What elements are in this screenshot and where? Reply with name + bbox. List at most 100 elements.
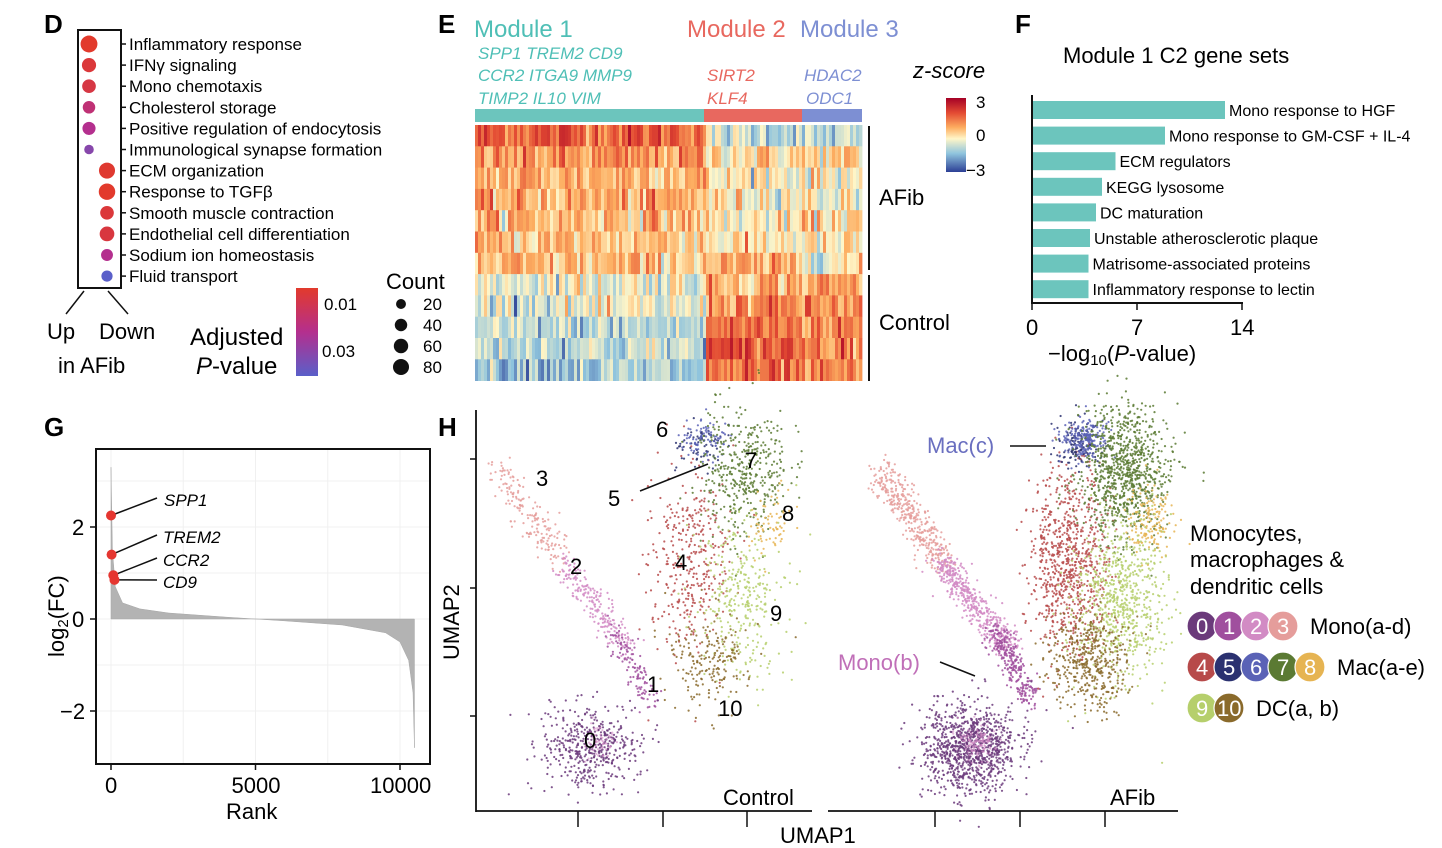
heatmap-cell <box>571 359 575 381</box>
umap-point <box>593 744 596 747</box>
heatmap-cell <box>691 210 695 232</box>
umap-point <box>621 653 625 656</box>
heatmap-cell <box>844 231 848 254</box>
umap-point <box>702 598 705 601</box>
heatmap-cell <box>670 252 674 275</box>
umap-point <box>526 532 529 535</box>
umap-point <box>620 793 624 796</box>
heatmap-cell <box>733 316 737 339</box>
umap-point <box>549 748 553 751</box>
heatmap-cell <box>784 338 788 360</box>
heatmap-cell <box>832 252 836 275</box>
heatmap-cell <box>727 167 731 190</box>
umap-point <box>727 578 730 581</box>
umap-point <box>576 774 580 777</box>
umap-point <box>694 552 697 555</box>
umap-point <box>726 659 730 662</box>
f-bar <box>1033 280 1089 299</box>
umap-point <box>575 735 578 738</box>
umap-point <box>569 577 572 581</box>
heatmap-cell <box>544 359 548 381</box>
umap-point <box>721 686 724 689</box>
umap-point <box>596 727 599 730</box>
umap-point <box>966 591 969 594</box>
heatmap-cell <box>607 146 611 168</box>
heatmap-cell <box>532 295 536 318</box>
umap-point <box>575 577 578 580</box>
umap-point <box>601 723 604 726</box>
umap-point <box>995 653 998 656</box>
umap-point <box>712 426 715 429</box>
heatmap-cell <box>763 188 767 211</box>
heatmap-cell <box>856 274 860 296</box>
heatmap-cell <box>820 188 824 211</box>
heatmap-cell <box>718 188 722 211</box>
umap-point <box>723 467 726 470</box>
umap-point <box>966 594 969 597</box>
umap-point <box>1013 643 1016 646</box>
umap-point <box>725 590 729 593</box>
heatmap-cell <box>763 316 767 339</box>
umap-point <box>543 520 547 523</box>
heatmap-cell <box>601 188 605 211</box>
umap-point <box>586 781 589 784</box>
heatmap-cell <box>616 274 620 296</box>
heatmap-cell <box>595 167 599 190</box>
umap-point <box>738 580 742 583</box>
umap-point <box>735 411 738 414</box>
umap-point <box>897 494 900 497</box>
heatmap-cell <box>817 295 821 318</box>
umap-point <box>693 449 696 453</box>
umap-point <box>601 742 605 746</box>
heatmap-cell <box>853 338 857 360</box>
umap-point <box>665 582 668 586</box>
umap-point <box>613 739 616 742</box>
umap-point <box>942 551 946 554</box>
umap-point <box>729 613 732 616</box>
umap-point <box>487 462 490 465</box>
heatmap-cell <box>673 125 677 147</box>
umap-point <box>611 609 614 612</box>
heatmap-cell <box>697 359 701 381</box>
umap-point <box>526 782 530 785</box>
umap-point <box>727 631 730 634</box>
umap-point <box>944 546 947 549</box>
heatmap-cell <box>649 316 653 339</box>
umap-point <box>753 480 756 483</box>
umap-point <box>587 592 590 595</box>
umap-point <box>686 432 690 435</box>
heatmap-cell <box>532 167 536 190</box>
umap-point <box>680 457 683 460</box>
umap-point <box>582 771 585 774</box>
umap-point <box>622 708 625 711</box>
umap-point <box>895 487 898 490</box>
heatmap-cell <box>685 167 689 190</box>
umap-point <box>557 555 560 558</box>
umap-point <box>908 493 911 496</box>
g-ytick-label: −2 <box>60 699 85 724</box>
heatmap-cell <box>649 188 653 211</box>
heatmap-cell <box>670 338 674 360</box>
umap-point <box>500 464 503 467</box>
heatmap-cell <box>601 338 605 360</box>
heatmap-cell <box>802 359 806 381</box>
umap-point <box>498 486 501 489</box>
heatmap-cell <box>736 295 740 318</box>
umap-point <box>689 442 692 445</box>
heatmap-cell <box>637 167 641 190</box>
umap-point <box>534 513 537 517</box>
umap-point <box>603 730 606 734</box>
heatmap-cell <box>568 252 572 275</box>
umap-point <box>1015 630 1019 633</box>
umap-point <box>759 607 762 610</box>
umap-point <box>921 531 924 534</box>
umap-point <box>513 520 516 523</box>
heatmap-cell <box>640 274 644 296</box>
umap-point <box>735 674 738 678</box>
umap-point <box>665 423 669 426</box>
umap-point <box>636 666 639 669</box>
umap-point <box>704 631 707 635</box>
umap-point <box>742 500 746 503</box>
umap-point <box>562 744 565 747</box>
umap-point <box>501 467 504 470</box>
